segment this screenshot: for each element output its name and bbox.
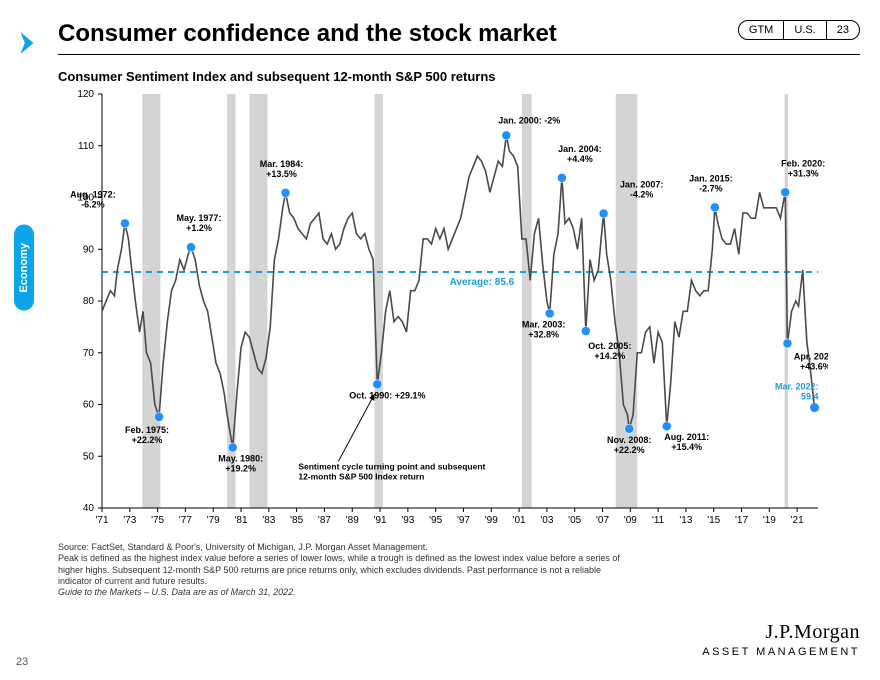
svg-text:Feb. 2020:: Feb. 2020:: [781, 158, 825, 168]
svg-text:'07: '07: [596, 515, 609, 526]
svg-text:'13: '13: [679, 515, 692, 526]
svg-text:-2.7%: -2.7%: [699, 183, 723, 193]
svg-text:'79: '79: [207, 515, 220, 526]
svg-text:40: 40: [83, 503, 95, 514]
svg-text:'05: '05: [568, 515, 581, 526]
svg-text:+43.6%: +43.6%: [800, 361, 828, 371]
svg-text:Sentiment cycle turning point: Sentiment cycle turning point and subseq…: [298, 461, 485, 471]
svg-text:Jan. 2004:: Jan. 2004:: [558, 144, 602, 154]
svg-text:+22.2%: +22.2%: [614, 445, 645, 455]
svg-text:'71: '71: [95, 515, 108, 526]
svg-text:'89: '89: [346, 515, 359, 526]
page-number: 23: [16, 656, 28, 668]
svg-text:'03: '03: [540, 515, 553, 526]
badge-gtm: GTM: [739, 21, 783, 39]
svg-text:'87: '87: [318, 515, 331, 526]
svg-text:59.4: 59.4: [801, 392, 819, 402]
footnotes: Source: FactSet, Standard & Poor's, Univ…: [58, 542, 628, 598]
svg-text:+14.2%: +14.2%: [594, 351, 625, 361]
svg-text:+1.2%: +1.2%: [186, 223, 212, 233]
svg-text:'09: '09: [624, 515, 637, 526]
svg-text:May. 1977:: May. 1977:: [177, 213, 222, 223]
svg-text:'83: '83: [262, 515, 275, 526]
svg-text:+15.4%: +15.4%: [671, 442, 702, 452]
svg-text:'95: '95: [429, 515, 442, 526]
badge-region: U.S.: [783, 21, 825, 39]
svg-text:'21: '21: [791, 515, 804, 526]
logo-brand: J.P.Morgan: [702, 621, 860, 644]
svg-text:Aug. 1972:: Aug. 1972:: [70, 189, 116, 199]
svg-text:+19.2%: +19.2%: [225, 463, 256, 473]
svg-text:Average: 85.6: Average: 85.6: [450, 277, 515, 288]
economy-tab[interactable]: Economy: [14, 225, 34, 311]
svg-text:+13.5%: +13.5%: [266, 169, 297, 179]
jpmorgan-logo: J.P.Morgan ASSET MANAGEMENT: [702, 621, 860, 658]
svg-text:Jan. 2015:: Jan. 2015:: [689, 173, 733, 183]
svg-text:-6.2%: -6.2%: [81, 199, 105, 209]
svg-text:'11: '11: [652, 515, 665, 526]
svg-text:+32.8%: +32.8%: [528, 329, 559, 339]
header-badge: GTM U.S. 23: [738, 20, 860, 40]
svg-text:'01: '01: [513, 515, 526, 526]
svg-text:Jan. 2007:: Jan. 2007:: [620, 180, 664, 190]
svg-text:50: 50: [83, 451, 95, 462]
badge-page: 23: [826, 21, 859, 39]
svg-text:Mar. 2003:: Mar. 2003:: [522, 319, 566, 329]
svg-text:60: 60: [83, 400, 95, 411]
svg-text:Mar. 1984:: Mar. 1984:: [260, 159, 304, 169]
svg-text:'75: '75: [151, 515, 164, 526]
svg-text:Nov. 2008:: Nov. 2008:: [607, 435, 651, 445]
svg-text:'91: '91: [374, 515, 387, 526]
svg-text:'19: '19: [763, 515, 776, 526]
svg-text:80: 80: [83, 296, 95, 307]
svg-text:+22.2%: +22.2%: [132, 435, 163, 445]
svg-text:Feb. 1975:: Feb. 1975:: [125, 425, 169, 435]
chart-subtitle: Consumer Sentiment Index and subsequent …: [58, 69, 860, 84]
svg-text:+31.3%: +31.3%: [788, 168, 819, 178]
svg-text:120: 120: [77, 89, 94, 100]
svg-text:+4.4%: +4.4%: [567, 154, 593, 164]
nav-arrow-icon[interactable]: [14, 30, 40, 61]
svg-text:Jan. 2000: -2%: Jan. 2000: -2%: [498, 115, 560, 125]
svg-text:'73: '73: [123, 515, 136, 526]
svg-text:Apr. 2020:: Apr. 2020:: [794, 351, 828, 361]
svg-text:70: 70: [83, 348, 95, 359]
svg-text:'81: '81: [235, 515, 248, 526]
svg-text:12-month S&P 500 Index return: 12-month S&P 500 Index return: [298, 471, 424, 481]
svg-text:'15: '15: [707, 515, 720, 526]
svg-text:'99: '99: [485, 515, 498, 526]
svg-text:90: 90: [83, 244, 95, 255]
svg-text:'85: '85: [290, 515, 303, 526]
page-title: Consumer confidence and the stock market: [58, 20, 557, 48]
svg-text:'77: '77: [179, 515, 192, 526]
svg-text:'17: '17: [735, 515, 748, 526]
svg-text:-4.2%: -4.2%: [630, 190, 654, 200]
logo-sub: ASSET MANAGEMENT: [702, 646, 860, 658]
svg-text:Oct. 1990: +29.1%: Oct. 1990: +29.1%: [349, 390, 425, 400]
svg-text:Aug. 2011:: Aug. 2011:: [664, 432, 709, 442]
svg-text:Oct. 2005:: Oct. 2005:: [588, 341, 631, 351]
svg-text:'93: '93: [401, 515, 414, 526]
svg-text:May. 1980:: May. 1980:: [218, 453, 263, 463]
svg-text:'97: '97: [457, 515, 470, 526]
sentiment-chart: 405060708090100110120'71'73'75'77'79'81'…: [58, 86, 828, 536]
svg-text:Mar. 2022:: Mar. 2022:: [775, 382, 819, 392]
page-header: Consumer confidence and the stock market…: [58, 20, 860, 55]
svg-text:110: 110: [78, 141, 94, 152]
